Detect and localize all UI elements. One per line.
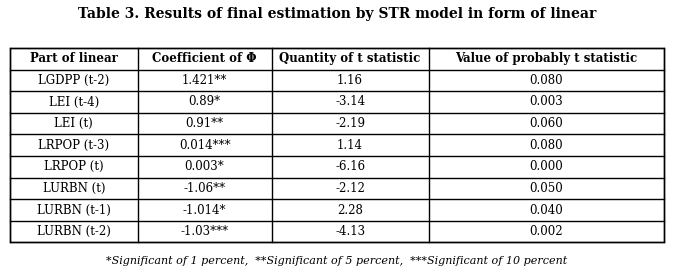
Text: Value of probably t statistic: Value of probably t statistic	[455, 52, 638, 65]
Text: -1.03***: -1.03***	[181, 225, 228, 238]
Text: 1.421**: 1.421**	[182, 74, 227, 87]
Text: -1.014*: -1.014*	[183, 204, 226, 216]
Text: LURBN (t-1): LURBN (t-1)	[37, 204, 111, 216]
Text: Table 3. Results of final estimation by STR model in form of linear: Table 3. Results of final estimation by …	[78, 7, 596, 21]
Text: -4.13: -4.13	[335, 225, 365, 238]
Text: 0.040: 0.040	[529, 204, 563, 216]
Text: 0.060: 0.060	[529, 117, 563, 130]
Text: 1.16: 1.16	[337, 74, 363, 87]
Text: 0.080: 0.080	[529, 74, 563, 87]
Text: -3.14: -3.14	[335, 95, 365, 109]
Text: 0.002: 0.002	[529, 225, 563, 238]
Text: -2.12: -2.12	[335, 182, 365, 195]
Text: LGDPP (t-2): LGDPP (t-2)	[38, 74, 109, 87]
Text: 0.003*: 0.003*	[185, 160, 224, 173]
Text: 0.89*: 0.89*	[189, 95, 220, 109]
Text: Part of linear: Part of linear	[30, 52, 118, 65]
Text: 0.91**: 0.91**	[185, 117, 224, 130]
Text: LEI (t): LEI (t)	[55, 117, 93, 130]
Text: 0.014***: 0.014***	[179, 139, 231, 152]
Text: 0.080: 0.080	[529, 139, 563, 152]
Text: -1.06**: -1.06**	[183, 182, 226, 195]
Text: -2.19: -2.19	[335, 117, 365, 130]
Text: Quantity of t statistic: Quantity of t statistic	[280, 52, 421, 65]
Text: LURBN (t): LURBN (t)	[42, 182, 105, 195]
Text: *Significant of 1 percent,  **Significant of 5 percent,  ***Significant of 10 pe: *Significant of 1 percent, **Significant…	[106, 256, 568, 266]
Text: LEI (t-4): LEI (t-4)	[49, 95, 99, 109]
Text: LRPOP (t-3): LRPOP (t-3)	[38, 139, 109, 152]
Text: -6.16: -6.16	[335, 160, 365, 173]
Text: 1.14: 1.14	[337, 139, 363, 152]
Text: LURBN (t-2): LURBN (t-2)	[37, 225, 111, 238]
Text: 0.000: 0.000	[529, 160, 563, 173]
Text: 0.050: 0.050	[529, 182, 563, 195]
Text: 2.28: 2.28	[337, 204, 363, 216]
Text: 0.003: 0.003	[529, 95, 563, 109]
Text: Coefficient of Φ: Coefficient of Φ	[152, 52, 257, 65]
Text: LRPOP (t): LRPOP (t)	[44, 160, 104, 173]
